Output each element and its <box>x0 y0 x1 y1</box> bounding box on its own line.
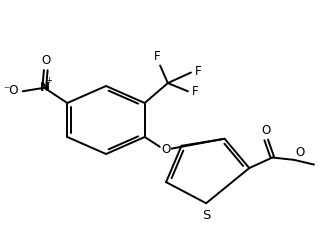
Text: F: F <box>192 85 198 98</box>
Text: O: O <box>295 146 304 159</box>
Text: N: N <box>40 81 50 94</box>
Text: O: O <box>41 54 51 67</box>
Text: ⁻O: ⁻O <box>4 84 19 97</box>
Text: +: + <box>45 76 52 85</box>
Text: F: F <box>154 50 160 63</box>
Text: S: S <box>202 209 210 222</box>
Text: O: O <box>261 124 271 137</box>
Text: F: F <box>195 65 201 78</box>
Text: O: O <box>161 143 170 156</box>
